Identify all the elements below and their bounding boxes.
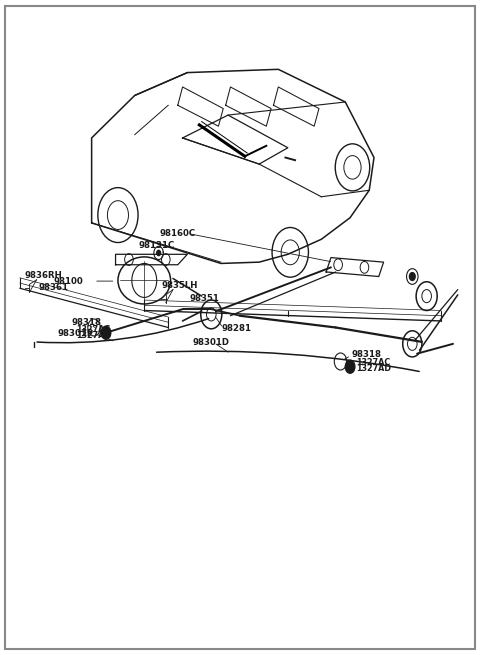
Text: 98351: 98351 xyxy=(190,293,220,303)
Circle shape xyxy=(101,326,111,339)
Circle shape xyxy=(345,360,355,373)
Text: 98318: 98318 xyxy=(72,318,102,327)
Text: 9835LH: 9835LH xyxy=(161,281,197,290)
Text: 1327AD: 1327AD xyxy=(76,331,111,341)
Circle shape xyxy=(409,272,415,280)
Text: 98100: 98100 xyxy=(53,276,83,286)
Text: 1327AD: 1327AD xyxy=(356,364,391,373)
Text: 9836RH: 9836RH xyxy=(24,271,62,280)
Text: 98160C: 98160C xyxy=(160,229,196,238)
Text: 1327AC: 1327AC xyxy=(76,325,110,334)
Text: 98281: 98281 xyxy=(222,324,252,333)
Circle shape xyxy=(157,250,160,255)
Text: 98318: 98318 xyxy=(351,350,381,360)
Text: 98301P: 98301P xyxy=(57,329,93,338)
Text: 1327AC: 1327AC xyxy=(356,358,390,367)
Text: 98131C: 98131C xyxy=(138,240,174,250)
Text: 98301D: 98301D xyxy=(192,338,229,347)
Text: 98361: 98361 xyxy=(39,283,69,292)
